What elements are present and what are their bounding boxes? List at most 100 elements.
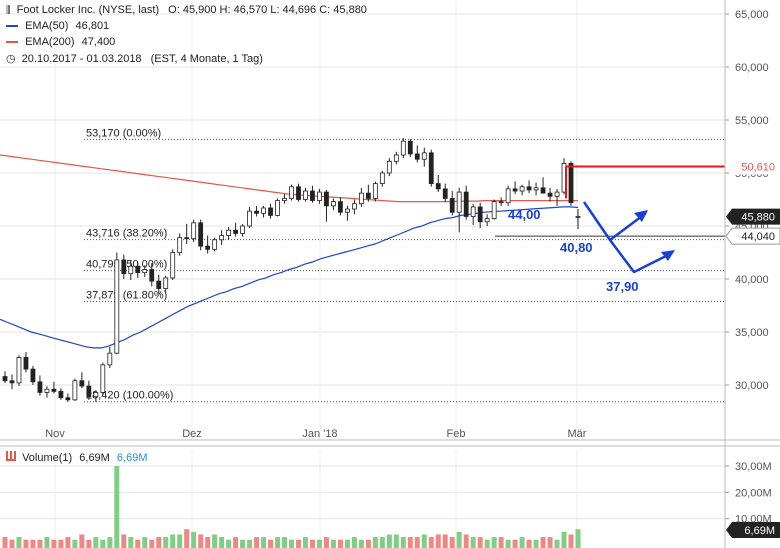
candle-body <box>240 225 245 234</box>
volume-bar <box>226 539 232 548</box>
candle <box>121 254 127 279</box>
projection-path-2 <box>609 239 673 274</box>
candle <box>365 184 371 202</box>
candle-body <box>317 191 322 201</box>
date-range-text: 20.10.2017 - 01.03.2018 <box>21 53 142 65</box>
price-gridlines <box>0 0 725 548</box>
candle <box>317 188 322 204</box>
ohlc-values: O: 45,900 H: 46,570 L: 44,696 C: 45,880 <box>168 4 367 16</box>
volume-bar <box>533 539 539 548</box>
candle <box>282 194 287 204</box>
candle <box>72 378 78 401</box>
price-tag-last: 45,880 <box>726 208 780 225</box>
y-tick-label: 55,000 <box>735 115 769 127</box>
volume-bar <box>386 534 392 548</box>
candle-body <box>296 186 301 200</box>
volume-bar <box>463 534 469 548</box>
candle-body <box>16 357 22 384</box>
candle <box>491 199 497 220</box>
chart-header-instrument: ⫼ Foot Locker Inc. (NYSE, last) O: 45,90… <box>6 4 367 16</box>
candle <box>428 149 434 187</box>
candle-body <box>435 183 441 190</box>
candle <box>9 374 15 390</box>
candle <box>44 386 50 398</box>
candle <box>324 189 329 222</box>
volume-bar <box>86 539 92 548</box>
candle <box>568 161 574 206</box>
candle-body <box>65 397 71 401</box>
price-tag-shape <box>725 227 780 245</box>
ema200-line <box>0 154 578 203</box>
instrument-name: Foot Locker Inc. (NYSE, last) <box>16 4 160 16</box>
candle-body <box>470 206 476 217</box>
candle <box>198 219 204 251</box>
candle <box>142 265 148 277</box>
volume-bar <box>337 539 343 548</box>
price-tag-label: 50,610 <box>741 162 775 174</box>
x-tick-label: Nov <box>45 428 65 440</box>
volume-bar <box>316 539 322 548</box>
candle-body <box>275 200 280 216</box>
candle-body <box>261 207 266 214</box>
volume-tag: 6,69M <box>726 522 780 538</box>
clock-icon: ◷ <box>6 53 16 65</box>
candle <box>23 352 29 373</box>
candle <box>310 185 315 203</box>
ema50-value: 46,801 <box>75 20 110 32</box>
volume-bar <box>505 539 511 548</box>
legend-ema200[interactable]: EMA(200) 47,400 <box>6 36 115 48</box>
volume-bar <box>128 537 134 548</box>
candle-body <box>491 201 497 219</box>
volume-bar <box>184 529 190 548</box>
price-tag-shape <box>726 158 780 175</box>
candle-body <box>149 269 155 282</box>
volume-bar <box>219 537 225 548</box>
candle-body <box>442 188 448 199</box>
volume-bar <box>30 539 36 548</box>
candle-body <box>254 210 259 214</box>
candle <box>477 202 483 229</box>
volume-bar <box>72 539 78 548</box>
candle-body <box>247 210 252 227</box>
candle <box>79 372 85 389</box>
candle-body <box>540 187 546 194</box>
volume-bar <box>163 537 169 548</box>
candle-body <box>100 364 106 393</box>
volume-bar <box>400 537 406 548</box>
x-tick-label: Jan '18 <box>302 428 337 440</box>
volume-bar <box>365 539 371 548</box>
volume-value-2: 6,69M <box>116 452 148 464</box>
price-tag-label: 45,880 <box>741 212 775 224</box>
candle <box>386 158 392 177</box>
legend-volume[interactable]: Volume(1) 6,69M 6,69M <box>6 451 147 464</box>
candle <box>156 274 162 294</box>
ema200-path <box>0 154 578 203</box>
volume-bar <box>512 539 518 548</box>
volume-bar <box>100 539 106 548</box>
candle <box>463 185 469 220</box>
volume-bar <box>16 537 22 548</box>
candle <box>547 187 553 202</box>
volume-bar <box>407 537 413 548</box>
candle <box>575 209 581 230</box>
candle <box>442 183 448 202</box>
volume-bar <box>540 537 546 548</box>
volume-bar <box>498 537 504 548</box>
volume-bar <box>323 537 329 548</box>
candle <box>30 365 36 385</box>
chart-type-icon[interactable]: ⫼ <box>6 5 11 16</box>
candle <box>358 187 364 207</box>
candle <box>65 393 71 402</box>
volume-bar <box>23 539 29 548</box>
volume-bar <box>344 539 350 548</box>
candle-body <box>58 390 64 399</box>
candle <box>268 203 273 219</box>
candle-body <box>477 206 483 223</box>
price-tag-support: 44,040 <box>725 227 780 245</box>
candle <box>484 214 490 226</box>
candle-body <box>386 160 392 174</box>
legend-ema50[interactable]: EMA(50) 46,801 <box>6 20 109 32</box>
volume-bar <box>79 534 85 548</box>
volume-bar <box>372 537 378 548</box>
arrowhead-1 <box>634 210 648 222</box>
